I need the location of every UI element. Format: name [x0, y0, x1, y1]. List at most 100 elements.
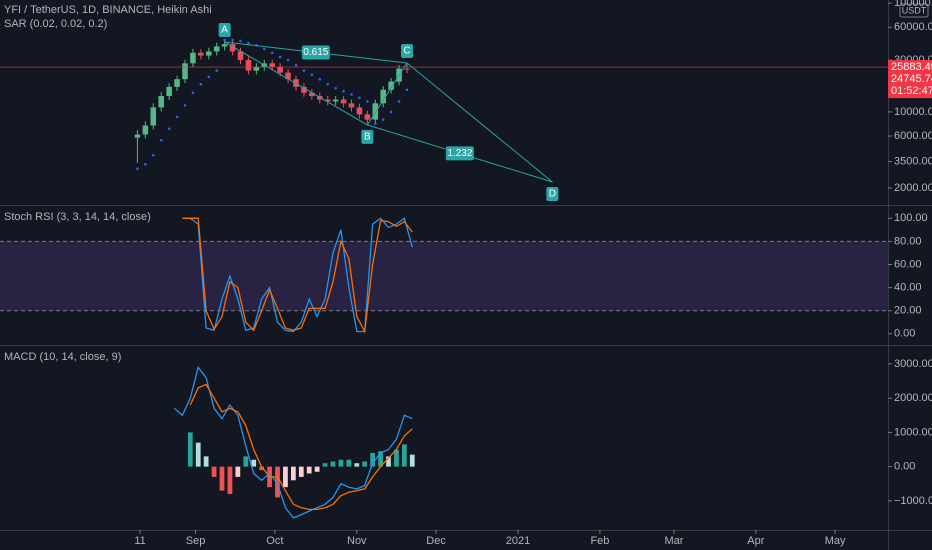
- sar-dot: [239, 39, 242, 43]
- pattern-point-box: [218, 22, 231, 37]
- histogram-bar: [283, 466, 288, 488]
- candle-body: [404, 68, 410, 70]
- line: [182, 217, 413, 334]
- close-label: 24745.74: [891, 73, 932, 85]
- sar-dot: [167, 127, 171, 131]
- histogram-bar: [322, 463, 328, 467]
- candle-body: [269, 63, 275, 67]
- histogram-bar: [394, 449, 399, 467]
- candle-body: [134, 134, 141, 138]
- x-tick-label: Oct: [266, 535, 283, 547]
- sar-dot: [159, 138, 163, 142]
- histogram-bar: [378, 451, 383, 467]
- ratio-box: [301, 45, 330, 60]
- candle-body: [174, 79, 180, 87]
- sar-dot: [175, 115, 179, 119]
- histogram-bar: [227, 466, 233, 495]
- band: [0, 241, 888, 311]
- y-tick-label: 100.00: [894, 212, 928, 224]
- sar-dot: [334, 86, 337, 90]
- sar-dot: [247, 41, 250, 45]
- currency[interactable]: USDT: [902, 5, 927, 15]
- y-tick-label: 10000.00: [894, 106, 932, 118]
- histogram-bar: [409, 454, 415, 467]
- candle-body: [158, 96, 164, 108]
- sar-dot: [397, 100, 401, 103]
- sar-dot: [286, 58, 290, 62]
- sar-dot: [191, 91, 195, 95]
- histogram-bar: [195, 442, 201, 467]
- histogram-bar: [211, 466, 217, 477]
- y-tick-label: 0.00: [894, 328, 915, 340]
- x-tick-label: Sep: [186, 535, 206, 547]
- currency-box[interactable]: [899, 3, 929, 18]
- sar-dot: [326, 82, 330, 86]
- y-tick-label: 0.00: [894, 461, 915, 473]
- pane: [0, 217, 888, 334]
- sar-dot: [278, 55, 282, 59]
- candle-body: [198, 52, 204, 56]
- histogram-bar: [203, 456, 209, 467]
- x-tick-label: 11: [134, 535, 145, 547]
- x-tick-label: May: [825, 535, 846, 547]
- histogram-bar: [219, 466, 225, 491]
- y-tick-label: 2000.00: [894, 392, 932, 404]
- y-tick-label: 100000.00: [894, 0, 932, 9]
- line: [182, 217, 413, 333]
- countdown: 01:52:47: [891, 85, 932, 97]
- y-tick-label: 6000.00: [894, 130, 932, 142]
- sar-dot: [318, 77, 322, 81]
- stoch-legend: Stoch RSI (3, 3, 14, 14, close): [4, 211, 151, 223]
- y-tick-label: 60000.00: [894, 21, 932, 33]
- histogram-bar: [298, 466, 304, 477]
- sar-dot: [207, 75, 211, 79]
- candle-body: [324, 99, 331, 102]
- candle-body: [309, 92, 315, 97]
- candle-body: [372, 103, 379, 120]
- y-tick-label: 80.00: [894, 235, 922, 247]
- x-tick-label: Nov: [347, 535, 367, 547]
- sar-dot: [310, 73, 314, 77]
- pattern-point-box: [361, 129, 374, 144]
- symbol-title: YFI / TetherUS, 1D, BINANCE, Heikin Ashi: [4, 4, 212, 16]
- candle-body: [142, 125, 149, 135]
- sar-dot: [270, 51, 274, 55]
- x-tick-label: Apr: [747, 535, 764, 547]
- x-tick-label: Dec: [426, 535, 446, 547]
- histogram-bar: [338, 459, 344, 467]
- pattern-point-box: [546, 186, 559, 201]
- candle-body: [332, 99, 339, 102]
- candle-body: [380, 89, 386, 104]
- macd-legend: MACD (10, 14, close, 9): [4, 351, 121, 363]
- y-tick-label: 2000.00: [894, 182, 932, 194]
- candle-body: [206, 51, 212, 56]
- sar-dot: [231, 38, 234, 42]
- pattern-line: [366, 62, 408, 126]
- sar-dot: [294, 63, 298, 67]
- sar-dot: [405, 88, 409, 92]
- ratio-box: [445, 146, 474, 161]
- pattern-point-box: [401, 43, 413, 58]
- sar-dot: [262, 47, 266, 51]
- y-tick-label: 40.00: [894, 281, 922, 293]
- histogram-bar: [354, 463, 360, 467]
- pattern-point-label: C: [403, 46, 410, 57]
- histogram-bar: [362, 461, 368, 467]
- sar-dot: [366, 100, 369, 103]
- sar-dot: [136, 167, 139, 171]
- sar-legend: SAR (0.02, 0.02, 0.2): [4, 18, 107, 30]
- candle-body: [213, 46, 220, 52]
- pattern-line: [406, 62, 553, 183]
- pattern-point-label: D: [549, 189, 556, 200]
- histogram-bar: [314, 466, 320, 472]
- histogram-bar: [235, 466, 241, 477]
- y-tick-label: 3000.00: [894, 358, 932, 370]
- pane: A B C D 0.615 1.232: [0, 22, 888, 201]
- candle-body: [277, 66, 283, 73]
- candle-body: [166, 86, 172, 97]
- histogram-bar: [370, 452, 376, 467]
- histogram-bar: [243, 456, 249, 467]
- candle-body: [340, 99, 347, 104]
